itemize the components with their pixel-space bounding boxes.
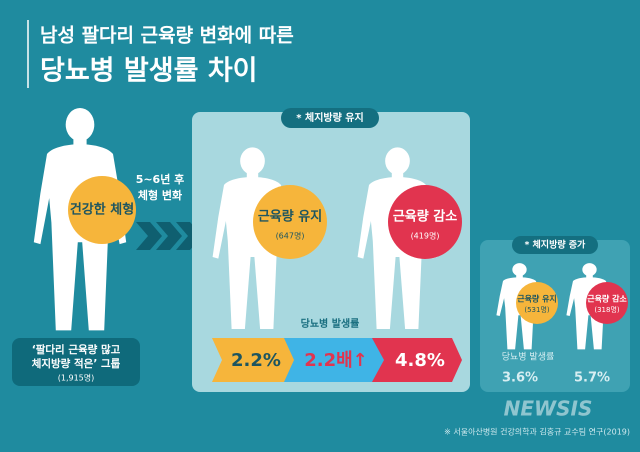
circle-label: 근육량 감소 (587, 294, 627, 304)
rate-value: 5.7% (574, 371, 610, 386)
panel-tag-label: * 체지방량 증가 (525, 239, 586, 251)
circle (516, 282, 558, 324)
circle-label: 근육량 유지 (517, 294, 557, 304)
circle-count: (419명) (411, 231, 440, 241)
source: ※ 서울아산병원 건강의학과 김홍규 교수팀 연구(2019) (444, 427, 630, 437)
panel-tag-label: * 체지방량 유지 (296, 111, 363, 124)
rate-label: 당뇨병 발생률 (502, 352, 555, 363)
transition-label: 체형 변화 (138, 188, 182, 202)
rate-band (284, 338, 390, 382)
circle-count: (531명) (524, 305, 550, 314)
watermark: NEWSIS (504, 397, 593, 421)
circle (388, 185, 462, 259)
circle (586, 282, 628, 324)
title-line1: 남성 팔다리 근육량 변화에 따른 (40, 25, 294, 47)
circle-label: 건강한 체형 (70, 202, 134, 218)
circle-label: 근육량 감소 (393, 209, 457, 225)
rate-value: 3.6% (502, 371, 538, 386)
group-label: ‘팔다리 근육량 많고 (32, 343, 121, 356)
rate-value: 2.2% (231, 350, 281, 371)
panel-tag (281, 108, 379, 128)
panel-tag (512, 236, 598, 254)
circle-count: (318명) (594, 305, 620, 314)
title-line2: 당뇨병 발생률 차이 (40, 56, 258, 87)
circle-count: (647명) (276, 231, 305, 241)
group-label: 체지방량 적은’ 그룹 (32, 357, 121, 370)
ratio-value: 2.2배↑ (304, 350, 368, 371)
group-box (12, 338, 140, 386)
rate-label: 당뇨병 발생률 (301, 317, 360, 330)
group-count: (1,915명) (58, 373, 95, 383)
circle-label: 근육량 유지 (258, 209, 322, 225)
circle (68, 176, 136, 244)
rate-band (372, 338, 462, 382)
rate-band (212, 338, 302, 382)
rate-value: 4.8% (395, 350, 445, 371)
transition-label: 5~6년 후 (136, 172, 185, 186)
circle (253, 185, 327, 259)
